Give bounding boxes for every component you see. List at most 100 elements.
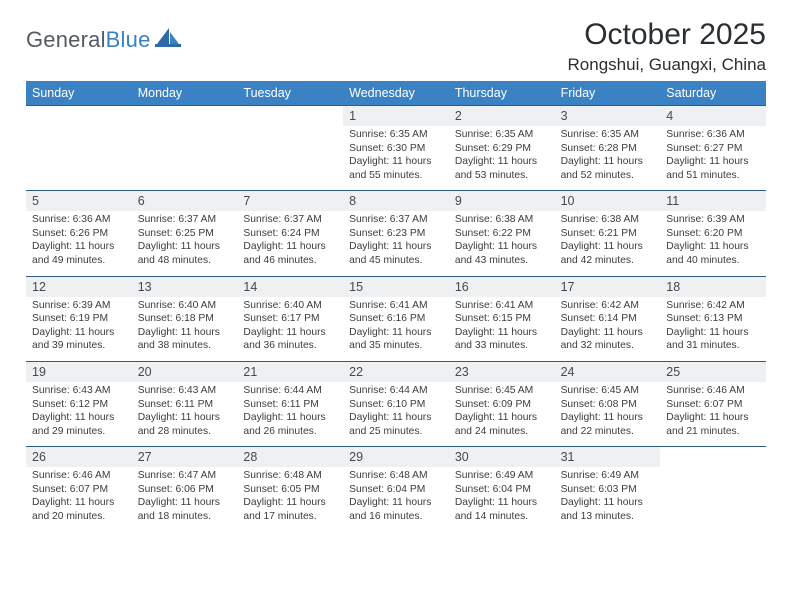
daylight-line: Daylight: 11 hours and 55 minutes.: [349, 155, 443, 182]
daylight-line: Daylight: 11 hours and 13 minutes.: [561, 496, 655, 523]
daylight-line: Daylight: 11 hours and 45 minutes.: [349, 240, 443, 267]
daylight-line: Daylight: 11 hours and 51 minutes.: [666, 155, 760, 182]
header: GeneralBlue October 2025 Rongshui, Guang…: [26, 18, 766, 75]
sunset-line: Sunset: 6:07 PM: [32, 483, 126, 497]
sunset-line: Sunset: 6:06 PM: [138, 483, 232, 497]
sunset-line: Sunset: 6:30 PM: [349, 142, 443, 156]
day-number: 23: [449, 362, 555, 382]
sunset-line: Sunset: 6:04 PM: [349, 483, 443, 497]
day-details: Sunrise: 6:41 AMSunset: 6:15 PMDaylight:…: [449, 297, 555, 361]
sunset-line: Sunset: 6:20 PM: [666, 227, 760, 241]
logo: GeneralBlue: [26, 18, 181, 53]
day-details: Sunrise: 6:46 AMSunset: 6:07 PMDaylight:…: [26, 467, 132, 531]
sunset-line: Sunset: 6:21 PM: [561, 227, 655, 241]
day-details: Sunrise: 6:40 AMSunset: 6:18 PMDaylight:…: [132, 297, 238, 361]
sunrise-line: Sunrise: 6:42 AM: [561, 299, 655, 313]
day-number: 12: [26, 277, 132, 297]
day-header-cell: Friday: [555, 81, 661, 105]
day-details: Sunrise: 6:37 AMSunset: 6:24 PMDaylight:…: [237, 211, 343, 275]
daylight-line: Daylight: 11 hours and 26 minutes.: [243, 411, 337, 438]
sunset-line: Sunset: 6:05 PM: [243, 483, 337, 497]
day-details: [132, 126, 238, 190]
sail-icon: [155, 26, 181, 53]
daylight-line: Daylight: 11 hours and 39 minutes.: [32, 326, 126, 353]
sunset-line: Sunset: 6:18 PM: [138, 312, 232, 326]
sunset-line: Sunset: 6:12 PM: [32, 398, 126, 412]
day-number: 21: [237, 362, 343, 382]
day-number: 14: [237, 277, 343, 297]
title-block: October 2025 Rongshui, Guangxi, China: [568, 18, 766, 75]
page-subtitle: Rongshui, Guangxi, China: [568, 55, 766, 75]
daylight-line: Daylight: 11 hours and 53 minutes.: [455, 155, 549, 182]
day-number: 26: [26, 447, 132, 467]
day-details: Sunrise: 6:38 AMSunset: 6:21 PMDaylight:…: [555, 211, 661, 275]
sunset-line: Sunset: 6:23 PM: [349, 227, 443, 241]
day-details: Sunrise: 6:38 AMSunset: 6:22 PMDaylight:…: [449, 211, 555, 275]
day-header-cell: Monday: [132, 81, 238, 105]
page-title: October 2025: [568, 18, 766, 52]
day-details: Sunrise: 6:45 AMSunset: 6:09 PMDaylight:…: [449, 382, 555, 446]
day-number: 8: [343, 191, 449, 211]
logo-text: GeneralBlue: [26, 27, 151, 53]
day-number: 20: [132, 362, 238, 382]
sunrise-line: Sunrise: 6:42 AM: [666, 299, 760, 313]
daylight-line: Daylight: 11 hours and 38 minutes.: [138, 326, 232, 353]
sunrise-line: Sunrise: 6:39 AM: [666, 213, 760, 227]
sunrise-line: Sunrise: 6:49 AM: [561, 469, 655, 483]
day-details: Sunrise: 6:39 AMSunset: 6:19 PMDaylight:…: [26, 297, 132, 361]
daylight-line: Daylight: 11 hours and 18 minutes.: [138, 496, 232, 523]
day-number: 28: [237, 447, 343, 467]
sunrise-line: Sunrise: 6:48 AM: [243, 469, 337, 483]
sunrise-line: Sunrise: 6:46 AM: [32, 469, 126, 483]
day-details: Sunrise: 6:48 AMSunset: 6:05 PMDaylight:…: [237, 467, 343, 531]
day-details: Sunrise: 6:46 AMSunset: 6:07 PMDaylight:…: [660, 382, 766, 446]
sunset-line: Sunset: 6:14 PM: [561, 312, 655, 326]
daylight-line: Daylight: 11 hours and 25 minutes.: [349, 411, 443, 438]
day-details: Sunrise: 6:36 AMSunset: 6:27 PMDaylight:…: [660, 126, 766, 190]
day-details: Sunrise: 6:35 AMSunset: 6:29 PMDaylight:…: [449, 126, 555, 190]
sunrise-line: Sunrise: 6:37 AM: [349, 213, 443, 227]
daylight-line: Daylight: 11 hours and 33 minutes.: [455, 326, 549, 353]
logo-word-1: General: [26, 27, 106, 52]
day-details: [237, 126, 343, 190]
calendar-day-header: SundayMondayTuesdayWednesdayThursdayFrid…: [26, 81, 766, 105]
day-details: Sunrise: 6:47 AMSunset: 6:06 PMDaylight:…: [132, 467, 238, 531]
day-details: Sunrise: 6:43 AMSunset: 6:12 PMDaylight:…: [26, 382, 132, 446]
day-details: Sunrise: 6:49 AMSunset: 6:04 PMDaylight:…: [449, 467, 555, 531]
daylight-line: Daylight: 11 hours and 29 minutes.: [32, 411, 126, 438]
sunrise-line: Sunrise: 6:40 AM: [243, 299, 337, 313]
day-header-cell: Sunday: [26, 81, 132, 105]
sunset-line: Sunset: 6:29 PM: [455, 142, 549, 156]
day-header-cell: Saturday: [660, 81, 766, 105]
day-number: [660, 447, 766, 467]
calendar-week-numrow: 12131415161718: [26, 276, 766, 297]
daylight-line: Daylight: 11 hours and 36 minutes.: [243, 326, 337, 353]
daylight-line: Daylight: 11 hours and 24 minutes.: [455, 411, 549, 438]
sunrise-line: Sunrise: 6:45 AM: [561, 384, 655, 398]
sunrise-line: Sunrise: 6:37 AM: [243, 213, 337, 227]
sunrise-line: Sunrise: 6:43 AM: [138, 384, 232, 398]
daylight-line: Daylight: 11 hours and 42 minutes.: [561, 240, 655, 267]
sunrise-line: Sunrise: 6:36 AM: [666, 128, 760, 142]
calendar-week-bodyrow: Sunrise: 6:43 AMSunset: 6:12 PMDaylight:…: [26, 382, 766, 446]
sunrise-line: Sunrise: 6:39 AM: [32, 299, 126, 313]
sunrise-line: Sunrise: 6:47 AM: [138, 469, 232, 483]
day-details: Sunrise: 6:43 AMSunset: 6:11 PMDaylight:…: [132, 382, 238, 446]
calendar-week-numrow: 262728293031: [26, 446, 766, 467]
calendar-week-bodyrow: Sunrise: 6:46 AMSunset: 6:07 PM Daylight:…: [26, 467, 766, 531]
day-number: 13: [132, 277, 238, 297]
sunrise-line: Sunrise: 6:44 AM: [349, 384, 443, 398]
sunset-line: Sunset: 6:11 PM: [243, 398, 337, 412]
sunset-line: Sunset: 6:26 PM: [32, 227, 126, 241]
sunrise-line: Sunrise: 6:38 AM: [455, 213, 549, 227]
day-number: 29: [343, 447, 449, 467]
sunrise-line: Sunrise: 6:41 AM: [455, 299, 549, 313]
day-number: 9: [449, 191, 555, 211]
day-number: [237, 106, 343, 126]
sunrise-line: Sunrise: 6:46 AM: [666, 384, 760, 398]
day-header-cell: Thursday: [449, 81, 555, 105]
day-number: 22: [343, 362, 449, 382]
calendar-week-numrow: 567891011: [26, 190, 766, 211]
sunrise-line: Sunrise: 6:35 AM: [455, 128, 549, 142]
day-number: 2: [449, 106, 555, 126]
